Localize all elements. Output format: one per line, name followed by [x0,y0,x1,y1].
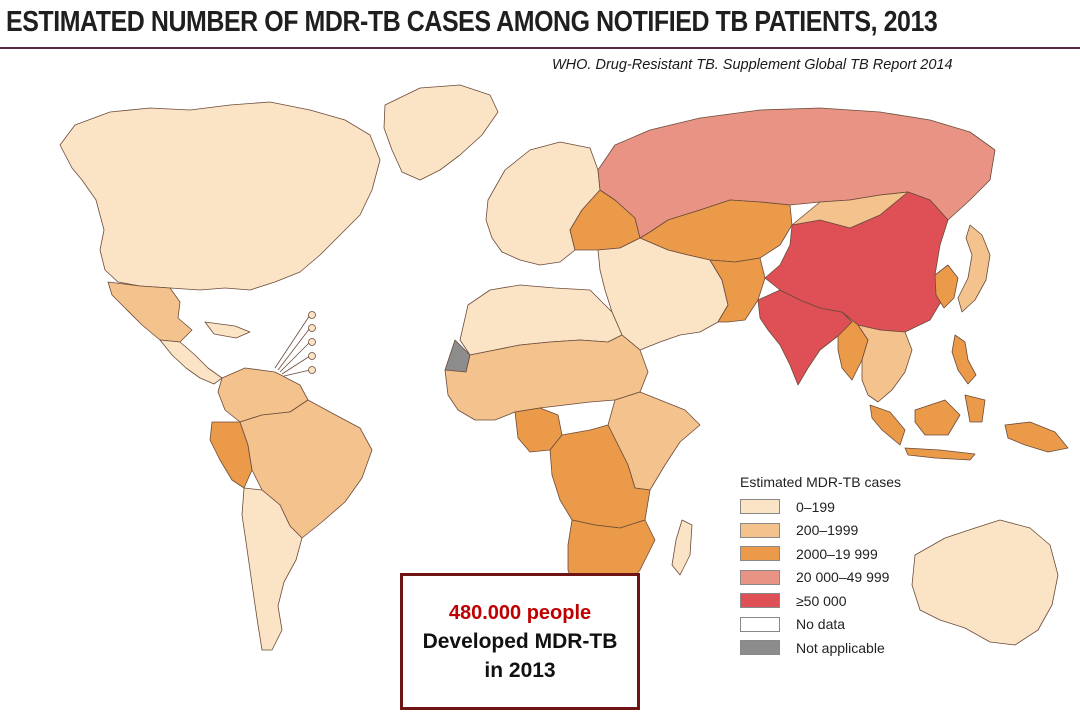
legend-item: 0–199 [740,495,901,519]
source-citation: WHO. Drug-Resistant TB. Supplement Globa… [552,57,953,73]
region-papua-new-guinea [1004,421,1069,453]
legend-label: 0–199 [796,498,835,515]
region-brazil [239,399,373,539]
legend-label: ≥50 000 [796,592,847,609]
legend-item: 20 000–49 999 [740,566,901,590]
region-central-africa [549,424,651,529]
page-title: ESTIMATED NUMBER OF MDR-TB CASES AMONG N… [6,6,938,38]
region-southern-cone [241,487,303,651]
region-sahel [444,334,649,421]
legend-swatch [740,593,780,609]
small-islands-leaders [274,311,316,377]
legend-label: 2000–19 999 [796,545,878,562]
region-mongolia [791,191,909,229]
legend-title: Estimated MDR-TB cases [740,474,902,490]
legend-label: No data [796,616,846,633]
legend-item: 2000–19 999 [740,542,901,566]
region-southeast-asia [857,324,913,403]
callout-line-1: Developed MDR-TB [422,629,618,653]
summary-callout: 480.000 people Developed MDR-TB in 2013 [400,573,640,710]
legend-swatch [740,546,780,562]
region-mexico [107,281,193,343]
legend-item: ≥50 000 [740,589,901,613]
world-map [59,84,1069,651]
callout-line-2: in 2013 [484,658,556,682]
legend-swatch [740,640,780,656]
legend-label: Not applicable [796,639,885,656]
region-north-america [59,101,381,291]
region-caribbean [204,321,251,339]
legend-swatch [740,499,780,515]
legend-item: 200–1999 [740,519,901,543]
region-korea [934,264,959,309]
legend-swatch [740,569,780,585]
legend-item: No data [740,613,901,637]
region-central-america [159,339,223,385]
region-philippines [951,334,977,385]
legend-label: 200–1999 [796,522,859,539]
legend-items: 0–199 200–1999 2000–19 999 20 000–49 999… [740,495,901,660]
legend-item: Not applicable [740,636,901,660]
region-pakistan [709,257,766,323]
title-divider [0,47,1080,49]
region-madagascar [671,519,693,576]
legend-swatch [740,522,780,538]
region-greenland [383,84,499,181]
map-legend: Estimated MDR-TB cases 0–199 200–1999 20… [740,474,901,660]
legend-label: 20 000–49 999 [796,569,890,586]
legend-swatch [740,616,780,632]
region-indonesia [869,394,986,461]
region-middle-east [597,237,729,351]
region-japan [957,224,991,313]
region-australia [911,519,1059,646]
callout-highlight: 480.000 people [448,601,592,624]
